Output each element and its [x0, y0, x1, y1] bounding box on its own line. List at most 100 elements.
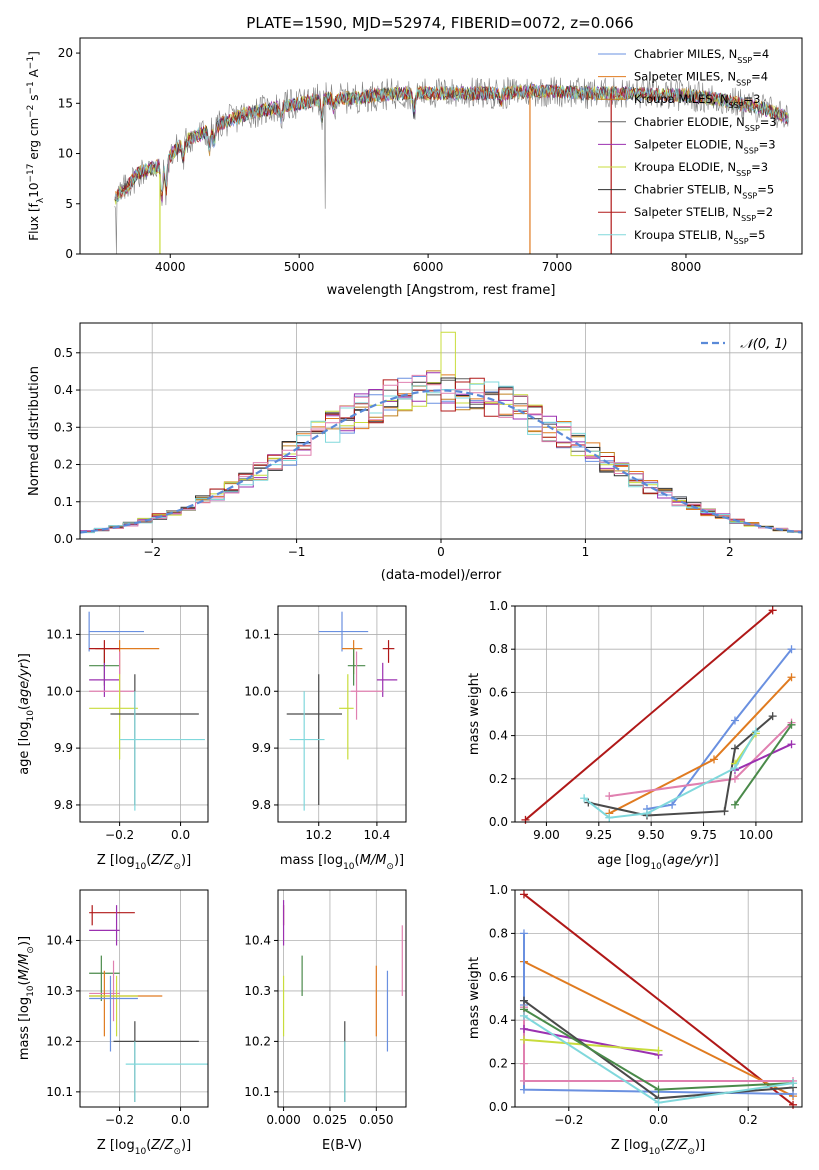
- axes-frame: [79, 37, 803, 255]
- legend-label: Chabrier MILES, NSSP=4: [634, 47, 769, 65]
- x-tick-label: 9.75: [690, 828, 717, 842]
- axes-frame: [514, 605, 803, 823]
- mass-weight-series: [523, 960, 794, 1098]
- y-tick-label: 0.6: [489, 685, 508, 699]
- mass-weight-series: [523, 1027, 659, 1056]
- x-tick-label: 4000: [155, 260, 186, 274]
- legend-label: 𝒩(0, 1): [740, 337, 787, 352]
- mass-weight-marker: [519, 1059, 528, 1068]
- mass-weight-marker: [519, 1024, 528, 1033]
- mass-weight-marker: [710, 755, 719, 764]
- mass-weight-marker: [751, 727, 760, 736]
- x-axis-label: Z [log10(Z/Z⊙)]: [611, 1138, 705, 1157]
- panel-mass_vs_Z: −0.2 0.0 10.1 10.2 10.3 10.4 Z [log10(Z/Z⊙)] ma…: [17, 889, 209, 1157]
- y-tick-label: 0.2: [54, 458, 73, 472]
- x-tick-label: 9.00: [533, 828, 560, 842]
- y-tick-label: 10.1: [46, 1085, 73, 1099]
- legend-label: Salpeter MILES, NSSP=4: [634, 70, 768, 88]
- y-tick-label: 5: [65, 197, 73, 211]
- mass-weight-marker: [668, 800, 677, 809]
- y-tick-label: 10.1: [244, 627, 271, 641]
- mass-weight-lines: [521, 606, 796, 824]
- x-tick-label: 9.25: [585, 828, 612, 842]
- mass-weight-marker: [768, 712, 777, 721]
- y-tick-label: 10: [58, 147, 73, 161]
- y-tick-label: 10.1: [46, 627, 73, 641]
- x-tick-label: 0.0: [171, 1113, 190, 1127]
- mass-weight-marker: [720, 807, 729, 816]
- y-tick-label: 10.1: [244, 1085, 271, 1099]
- mass-weight-marker: [730, 744, 739, 753]
- panel-age_vs_mass: 10.2 10.4 9.8 9.9 10.0 10.1 mass [log10(M/M⊙)]: [244, 605, 407, 872]
- y-axis-label: mass weight: [467, 673, 482, 755]
- mass-weight-marker: [787, 645, 796, 654]
- mass-weight-series: [523, 893, 794, 1106]
- mass-weight-marker: [521, 815, 530, 824]
- mass-weight-marker: [730, 774, 739, 783]
- y-axis-label: Flux [fλ10−17 erg cm−2 s−1 A−1]: [26, 51, 46, 241]
- y-tick-label: 1.0: [489, 883, 508, 897]
- mass-weight-marker: [642, 809, 651, 818]
- x-tick-label: 5000: [284, 260, 315, 274]
- x-tick-label: 6000: [413, 260, 444, 274]
- mass-weight-marker: [789, 1079, 798, 1088]
- histogram-steps: [80, 331, 802, 534]
- axes-frame: [277, 889, 407, 1108]
- legend-label: Chabrier STELIB, NSSP=5: [634, 183, 774, 201]
- y-tick-label: 9.9: [54, 741, 73, 755]
- panel-spectrum: 4000 5000 6000 7000 8000 0 5 10 15 20 wavelength […: [26, 37, 803, 298]
- x-axis-label: wavelength [Angstrom, rest frame]: [327, 283, 556, 298]
- y-tick-label: 0.1: [54, 495, 73, 509]
- y-axis-label: Normed distribution: [27, 366, 42, 496]
- mass-weight-series: [734, 724, 793, 806]
- mass-weight-marker: [654, 1085, 663, 1094]
- histogram-series: [80, 374, 802, 532]
- errorbar-points: [286, 611, 398, 811]
- y-tick-label: 0: [65, 247, 73, 261]
- mass-weight-lines: [519, 890, 798, 1109]
- y-tick-label: 0.0: [489, 1100, 508, 1114]
- mass-weight-series: [523, 1007, 793, 1082]
- spectrum-model-line: [114, 84, 789, 204]
- mass-weight-marker: [519, 1076, 528, 1085]
- y-tick-label: 9.8: [252, 798, 271, 812]
- y-tick-label: 0.4: [489, 729, 508, 743]
- x-tick-label: −0.2: [105, 828, 134, 842]
- mass-weight-marker: [730, 800, 739, 809]
- y-tick-label: 10.0: [46, 684, 73, 698]
- x-axis-label: age [log10(age/yr)]: [597, 853, 719, 872]
- axes-frame: [79, 605, 209, 823]
- spectrum-legend: Chabrier MILES, NSSP=4 Salpeter MILES, NS…: [598, 47, 777, 245]
- mass-weight-marker: [787, 740, 796, 749]
- x-tick-label: 0.025: [313, 1113, 347, 1127]
- x-axis-label: (data-model)/error: [381, 568, 502, 583]
- panel-mass_vs_ebv: 0.000 0.025 0.050 10.1 10.2 10.3 10.4 E(B-V): [244, 889, 407, 1153]
- mass-weight-marker: [519, 1035, 528, 1044]
- y-tick-label: 10.3: [244, 984, 271, 998]
- panel-massweight_vs_Z: −0.2 0.0 0.2 0.0 0.2 0.4 0.6 0.8 1.0 Z [log10(Z/Z…: [467, 883, 803, 1157]
- histogram-series: [80, 370, 802, 533]
- figure-title: PLATE=1590, MJD=52974, FIBERID=0072, z=0…: [246, 14, 633, 32]
- y-tick-label: 10.2: [46, 1034, 73, 1048]
- y-tick-label: 10.4: [46, 933, 73, 947]
- panel-age_vs_Z: −0.2 0.0 9.8 9.9 10.0 10.1 Z [log10(Z/Z⊙)] age …: [17, 605, 209, 872]
- x-axis-label: E(B-V): [322, 1138, 362, 1153]
- x-axis-label: Z [log10(Z/Z⊙)]: [97, 1138, 191, 1157]
- normal-curve: [79, 389, 803, 534]
- x-tick-label: 7000: [542, 260, 573, 274]
- y-tick-label: 15: [58, 96, 73, 110]
- mass-weight-series: [734, 743, 792, 772]
- errorbar-points: [282, 900, 403, 1102]
- mass-weight-marker: [605, 792, 614, 801]
- mass-weight-marker: [730, 764, 739, 772]
- spectrum-lines: [114, 76, 789, 255]
- mass-weight-marker: [519, 996, 528, 1005]
- x-tick-label: −1: [288, 545, 306, 559]
- mass-weight-marker: [654, 1046, 663, 1055]
- y-tick-label: 0.2: [489, 1057, 508, 1071]
- legend-label: Kroupa ELODIE, NSSP=3: [634, 160, 768, 178]
- panel-massweight_vs_age: 9.00 9.25 9.50 9.75 10.00 0.0 0.2 0.4 0.6 0.8 1.0 a…: [467, 599, 803, 872]
- panel-residuals: −2 −1 0 1 2 0.0 0.1 0.2 0.3 0.4 0.5 (data-model)/er…: [27, 322, 803, 583]
- mass-weight-series: [524, 609, 774, 821]
